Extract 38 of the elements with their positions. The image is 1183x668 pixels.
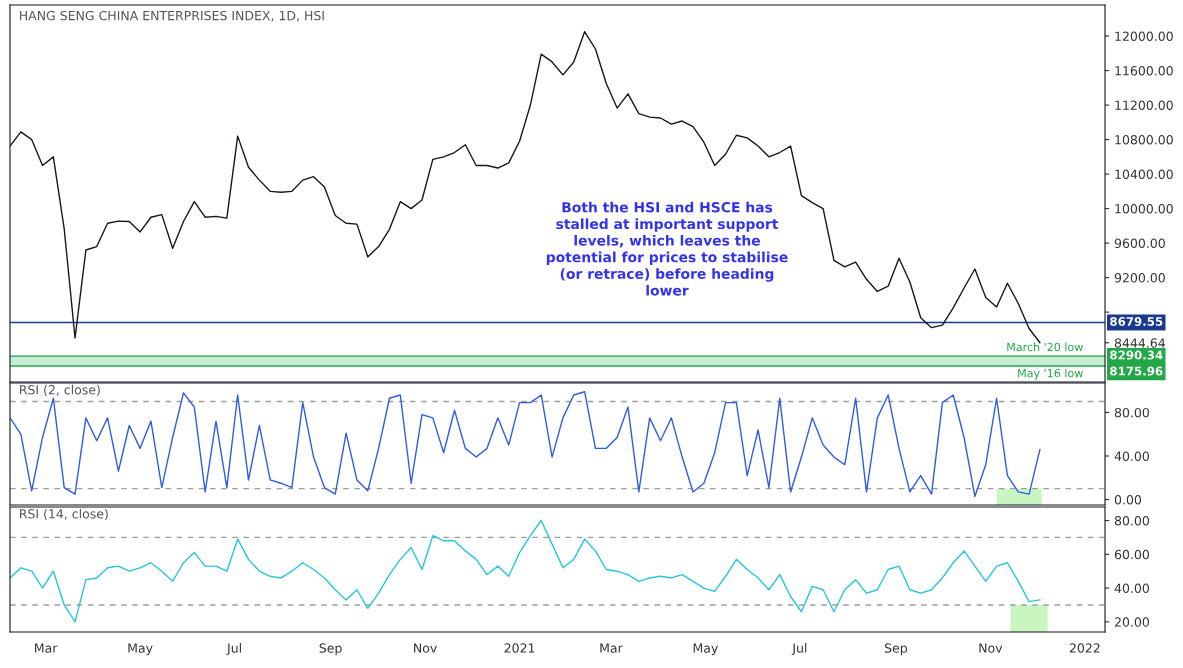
x-tick-label: Jul (791, 643, 807, 656)
y-tick-label: 40.00 (1114, 451, 1149, 461)
y-tick-label: 9600.00 (1114, 238, 1165, 249)
y-tick-label: 12000.00 (1115, 31, 1173, 41)
y-tick-label: 10000.00 (1115, 204, 1173, 214)
annotation: May '16 low (1018, 368, 1083, 380)
y-tick-label: 8444.64 (1114, 338, 1166, 348)
annotation: Both the HSI and HSCE has stalled at important support levels, which leaves the potential for prices to stabilise (or retrace) before heading lower (546, 201, 788, 296)
y-tick-label: 9200.00 (1114, 273, 1165, 283)
x-tick-label: Sep (884, 643, 908, 656)
y-tick-label: 60.00 (1114, 549, 1149, 560)
y-tick-label: 80.00 (1114, 515, 1149, 526)
line-series (10, 519, 1041, 623)
ref-line-label: 8290.34 (1110, 350, 1163, 360)
x-tick-label: Nov (414, 643, 437, 653)
chart-title: RSI (2, close) (19, 384, 100, 396)
y-tick-label: 11200.00 (1115, 100, 1173, 110)
x-tick-label: 2022 (1069, 643, 1100, 653)
ref-line-label: 8175.96 (1110, 366, 1163, 376)
y-tick-label: 0.00 (1114, 495, 1142, 505)
y-tick-label: 40.00 (1114, 583, 1149, 594)
x-tick-label: Jul (226, 643, 241, 656)
chart-title: HANG SENG CHINA ENTERPRISES INDEX, 1D, HSI (19, 10, 324, 22)
x-tick-label: May (693, 643, 718, 656)
x-tick-label: May (128, 643, 153, 656)
x-tick-label: 2021 (504, 643, 535, 653)
x-tick-label: Sep (319, 643, 342, 656)
y-tick-label: 10800.00 (1115, 135, 1173, 145)
x-tick-label: Mar (35, 643, 58, 653)
x-tick-label: Mar (600, 643, 623, 653)
y-tick-label: 80.00 (1114, 407, 1149, 418)
ref-line-label: 8679.55 (1110, 317, 1163, 326)
y-tick-label: 11600.00 (1115, 66, 1173, 76)
y-tick-label: 20.00 (1114, 617, 1149, 627)
x-tick-label: Nov (979, 643, 1003, 653)
annotation: March '20 low (1007, 342, 1083, 352)
y-tick-label: 10400.00 (1115, 169, 1173, 180)
chart-title: RSI (14, close) (19, 508, 108, 521)
